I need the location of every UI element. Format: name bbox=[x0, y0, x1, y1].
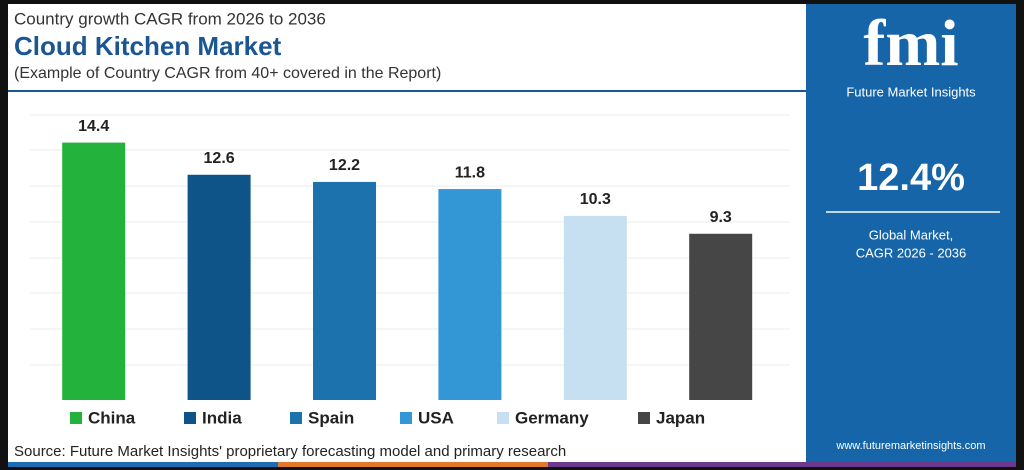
value-label: 10.3 bbox=[580, 191, 611, 208]
bar bbox=[313, 181, 376, 400]
website: www.futuremarketinsights.com bbox=[835, 440, 985, 452]
value-label: 9.3 bbox=[710, 209, 732, 226]
bar bbox=[563, 215, 627, 400]
chart-title: Cloud Kitchen Market bbox=[14, 31, 282, 61]
legend-swatch bbox=[497, 412, 509, 424]
legend-label: Japan bbox=[656, 408, 705, 427]
legend-swatch bbox=[184, 412, 196, 424]
legend-label: Spain bbox=[308, 408, 354, 427]
caption: Global Market, bbox=[869, 227, 954, 242]
bar bbox=[187, 174, 251, 400]
strip bbox=[548, 462, 1016, 467]
source: Source: Future Market Insights' propriet… bbox=[14, 443, 566, 460]
subtitle: (Example of Country CAGR from 40+ covere… bbox=[14, 65, 441, 82]
chart-panel bbox=[8, 4, 806, 462]
strip bbox=[278, 462, 548, 467]
side-panel bbox=[806, 4, 1016, 462]
legend-swatch bbox=[400, 412, 412, 424]
value-label: 14.4 bbox=[78, 118, 109, 135]
value-label: 12.2 bbox=[329, 157, 360, 174]
legend-label: Germany bbox=[515, 408, 589, 427]
legend-swatch bbox=[290, 412, 302, 424]
value-label: 12.6 bbox=[204, 150, 235, 167]
bar bbox=[689, 233, 753, 400]
brand: Future Market Insights bbox=[846, 84, 976, 99]
grid bbox=[30, 114, 790, 366]
strip bbox=[8, 462, 278, 467]
value-label: 11.8 bbox=[455, 164, 485, 181]
bar bbox=[62, 142, 126, 400]
legend-swatch bbox=[70, 412, 82, 424]
legend-swatch bbox=[638, 412, 650, 424]
legend-label: USA bbox=[418, 408, 454, 427]
legend-label: China bbox=[88, 408, 136, 427]
supertitle: Country growth CAGR from 2026 to 2036 bbox=[14, 9, 326, 28]
bar bbox=[438, 189, 502, 400]
legend-label: India bbox=[202, 408, 242, 427]
caption: CAGR 2026 - 2036 bbox=[856, 245, 967, 260]
headline-value: 12.4% bbox=[857, 157, 965, 199]
logo: fmi bbox=[863, 7, 958, 80]
